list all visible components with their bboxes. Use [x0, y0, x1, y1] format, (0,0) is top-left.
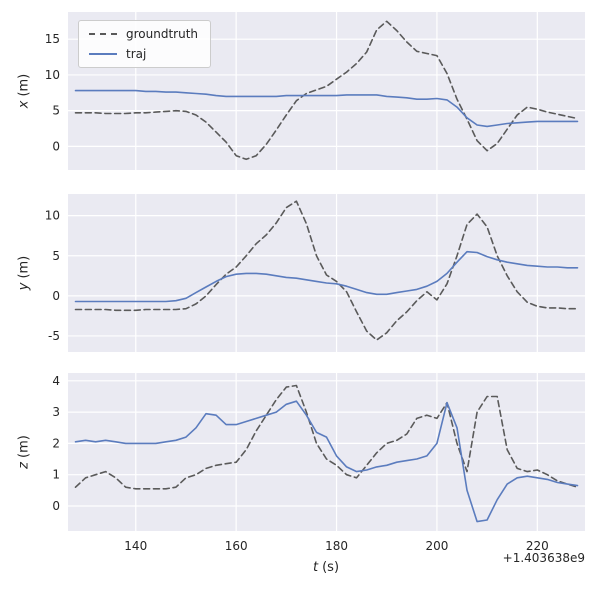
y-axis-label-y-unit: (m) [16, 255, 32, 279]
y-axis-label-z: z (m) [17, 435, 32, 469]
x-axis-label: t (s) [313, 560, 339, 575]
x-axis-label-unit: (s) [322, 560, 340, 575]
legend-sample-traj [89, 53, 117, 55]
series-traj [74, 400, 579, 523]
y-tick-label: 0 [52, 139, 60, 153]
series-groundtruth [74, 384, 579, 490]
legend-label-groundtruth: groundtruth [126, 27, 199, 41]
series-groundtruth [74, 200, 579, 341]
y-tick-label: 3 [52, 405, 60, 419]
axes-background [68, 194, 585, 352]
y-tick-label: 15 [45, 32, 60, 46]
x-axis-label-var: t [312, 560, 319, 575]
y-tick-label: -5 [48, 329, 60, 343]
plot-area-z: 0 1 2 3 4 140 160 180 200 220 [52, 373, 585, 553]
y-tick-label: 0 [52, 499, 60, 513]
series-traj [74, 250, 579, 303]
series-groundtruth [74, 20, 579, 161]
x-tick-label: 140 [124, 539, 147, 553]
y-tick-label: 10 [45, 68, 60, 82]
y-tick-label: 1 [52, 468, 60, 482]
axes-background [68, 373, 585, 531]
y-tick-label: 5 [52, 104, 60, 118]
y-tick-label: 10 [45, 209, 60, 223]
y-axis-label-z-var: z [16, 461, 32, 469]
y-axis-label-x-var: x [16, 100, 32, 109]
subplot-y: -5 0 5 10 [45, 194, 585, 352]
x-tick-label: 160 [225, 539, 248, 553]
y-tick-label: 4 [52, 374, 60, 388]
y-tick-label: 0 [52, 289, 60, 303]
x-tick-label: 220 [526, 539, 549, 553]
x-tick-label: 180 [325, 539, 348, 553]
y-axis-label-x-unit: (m) [16, 73, 32, 97]
legend-label-traj: traj [126, 47, 147, 61]
y-axis-label-z-unit: (m) [16, 435, 32, 458]
subplot-z: 0 1 2 3 4 140 160 180 200 220 [52, 373, 585, 553]
x-tick-label: 200 [425, 539, 448, 553]
series-traj [74, 89, 579, 128]
subplot-x: 0 5 10 15 groundtruth traj [45, 12, 585, 170]
y-axis-label-y-var: y [16, 282, 32, 291]
chart-svg-1: -5 0 5 10 [45, 194, 585, 352]
y-tick-label: 5 [52, 249, 60, 263]
legend-entry-groundtruth: groundtruth [89, 28, 198, 40]
legend-sample-groundtruth [89, 33, 117, 35]
y-axis-label-y: y (m) [17, 256, 32, 291]
x-axis-offset-text: +1.403638e9 [502, 551, 585, 565]
legend: groundtruth traj [78, 20, 212, 68]
legend-entry-traj: traj [89, 48, 198, 60]
y-tick-label: 2 [52, 436, 60, 450]
y-axis-label-x: x (m) [17, 74, 32, 109]
chart-svg-2: 0 1 2 3 4 140 160 180 200 220 [52, 373, 585, 553]
plot-area-y: -5 0 5 10 [45, 194, 585, 352]
